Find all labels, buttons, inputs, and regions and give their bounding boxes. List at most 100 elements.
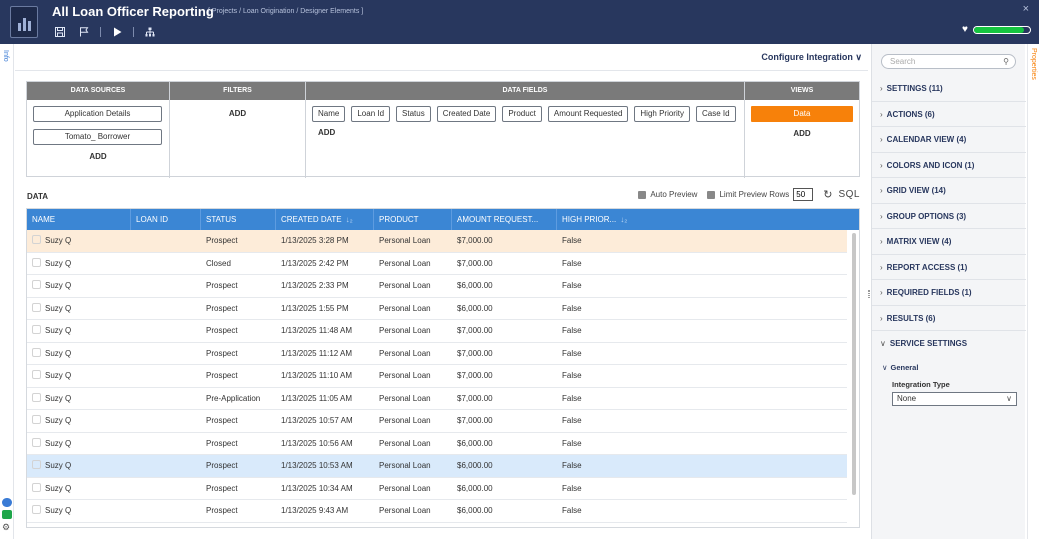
general-subsection[interactable]: ∨ General [882, 362, 919, 372]
cell-name: Suzy Q [27, 478, 131, 500]
data-source-chip[interactable]: Application Details [33, 106, 162, 122]
column-header-created-date[interactable]: CREATED DATE ↓₂ [276, 209, 374, 230]
section-service-settings[interactable]: ∨ SERVICE SETTINGS [880, 339, 968, 348]
column-header-amount-requested[interactable]: AMOUNT REQUEST... [452, 209, 557, 230]
property-section[interactable]: › SETTINGS (11) [872, 76, 1026, 102]
table-row[interactable]: Suzy Q Prospect 1/13/2025 9:43 AM Personal … [27, 500, 847, 523]
add-filter-button[interactable]: ADD [228, 109, 247, 118]
table-row[interactable]: Suzy Q Prospect 1/13/2025 10:57 AM Personal… [27, 410, 847, 433]
data-field-chip[interactable]: High Priority [634, 106, 690, 122]
cell-loan-id [131, 320, 201, 342]
data-fields-column: DATA FIELDS Name Loan Id Status Created … [306, 82, 745, 178]
configure-integration-button[interactable]: Configure Integration ∨ [761, 52, 862, 62]
add-data-field-button[interactable]: ADD [318, 128, 336, 137]
table-row[interactable]: Suzy Q Prospect 1/13/2025 3:28 PM Personal … [27, 230, 847, 253]
row-status-icon [32, 370, 41, 380]
heart-icon[interactable]: ♥ [962, 24, 968, 35]
data-field-chip[interactable]: Case Id [695, 106, 736, 122]
auto-preview-label: Auto Preview [650, 190, 698, 199]
sort-ascending-icon[interactable]: ↓₂ [345, 215, 353, 224]
table-row[interactable]: Suzy Q Closed 1/13/2025 2:42 PM Personal Lo… [27, 252, 847, 275]
table-row[interactable]: Suzy Q Prospect 1/13/2025 2:33 PM Personal … [27, 275, 847, 298]
save-icon[interactable] [52, 25, 68, 39]
cell-product: Personal Loan [379, 483, 431, 493]
table-row[interactable]: Suzy Q Pre-Application 1/13/2025 11:05 AM P… [27, 387, 847, 410]
data-field-chip[interactable]: Product [502, 106, 542, 122]
hierarchy-icon[interactable] [142, 25, 158, 39]
chevron-right-icon: › [880, 84, 883, 93]
play-icon[interactable] [109, 25, 125, 39]
property-section[interactable]: › RESULTS (6) [872, 306, 1026, 331]
auto-preview-checkbox[interactable] [638, 190, 647, 199]
column-header-product[interactable]: PRODUCT [374, 209, 452, 230]
settings-gear-icon[interactable]: ⚙ [2, 522, 11, 532]
close-icon[interactable]: × [1022, 3, 1029, 15]
chevron-right-icon: › [880, 262, 883, 272]
property-section[interactable]: › REQUIRED FIELDS (1) [872, 280, 1026, 306]
cell-amount: $6,000.00 [457, 303, 493, 313]
help-icon[interactable] [2, 498, 12, 507]
cell-amount: $6,000.00 [457, 506, 493, 515]
chevron-down-icon: ∨ [882, 362, 888, 372]
document-icon[interactable] [2, 510, 12, 519]
cell-loan-id [131, 298, 201, 320]
data-field-chip[interactable]: Amount Requested [547, 106, 629, 122]
data-field-chip[interactable]: Name [312, 106, 346, 122]
sql-button[interactable]: SQL [838, 189, 860, 200]
cell-product: Personal Loan [379, 393, 431, 403]
property-section[interactable]: › GRID VIEW (14) [872, 178, 1026, 204]
table-row[interactable]: Suzy Q Prospect 1/13/2025 11:48 AM Personal… [27, 320, 847, 343]
data-source-chip[interactable]: Tomato_ Borrower [33, 129, 162, 145]
cell-name: Suzy Q [27, 320, 131, 342]
table-row[interactable]: Suzy Q Prospect 1/13/2025 10:34 AM Personal… [27, 477, 847, 500]
add-view-button[interactable]: ADD [793, 129, 811, 138]
properties-search-input[interactable]: Search ⚲ [881, 54, 1016, 69]
cell-name: Suzy Q [27, 230, 131, 252]
properties-tab[interactable]: Properties [1027, 44, 1039, 539]
chevron-right-icon: › [880, 160, 883, 170]
sort-icon[interactable]: ↓₂ [620, 215, 628, 224]
property-section[interactable]: › REPORT ACCESS (1) [872, 255, 1026, 280]
search-icon[interactable]: ⚲ [1003, 57, 1009, 66]
main-content: Configure Integration ∨ DATA SOURCES App… [15, 44, 868, 539]
cell-priority: False [562, 461, 582, 470]
cell-product: Personal Loan [379, 506, 431, 515]
column-header-loan-id[interactable]: LOAN ID [131, 209, 201, 230]
cell-created-date: 1/13/2025 11:48 AM [281, 326, 353, 335]
property-section[interactable]: › CALENDAR VIEW (4) [872, 127, 1026, 153]
table-row[interactable]: Suzy Q Prospect 1/13/2025 11:10 AM Personal… [27, 365, 847, 388]
info-tab[interactable]: Info [2, 50, 9, 62]
table-row[interactable]: Suzy Q Prospect 1/13/2025 1:55 PM Personal … [27, 297, 847, 320]
property-section[interactable]: › COLORS AND ICON (1) [872, 153, 1026, 178]
cell-priority: False [562, 281, 582, 290]
row-status-icon [32, 325, 41, 335]
flag-icon[interactable] [76, 25, 92, 39]
breadcrumb[interactable]: [ Projects / Loan Origination / Designer… [208, 8, 364, 15]
column-header-high-priority[interactable]: HIGH PRIOR... ↓₂ [562, 215, 628, 224]
cell-created-date: 1/13/2025 10:57 AM [281, 416, 353, 425]
cell-loan-id [131, 433, 201, 455]
table-row[interactable]: Suzy Q Prospect 1/13/2025 10:56 AM Personal… [27, 432, 847, 455]
data-view-chip[interactable]: Data [751, 106, 853, 122]
property-section[interactable]: › GROUP OPTIONS (3) [872, 204, 1026, 229]
property-section[interactable]: › MATRIX VIEW (4) [872, 229, 1026, 255]
limit-rows-checkbox[interactable] [707, 190, 716, 199]
chevron-right-icon: › [880, 109, 883, 119]
cell-product: Personal Loan [379, 236, 431, 245]
grid-scrollbar[interactable] [852, 233, 856, 495]
integration-type-select[interactable]: None ∨ [892, 391, 1017, 406]
data-field-chip[interactable]: Status [396, 106, 431, 122]
data-field-chip[interactable]: Loan Id [351, 106, 391, 122]
cell-status: Prospect [206, 281, 238, 290]
cell-product: Personal Loan [379, 438, 431, 448]
panel-splitter-handle[interactable] [868, 290, 870, 298]
column-header-status[interactable]: STATUS [201, 209, 276, 230]
limit-rows-input[interactable] [793, 188, 814, 201]
table-row[interactable]: Suzy Q Prospect 1/13/2025 11:12 AM Personal… [27, 342, 847, 365]
refresh-icon[interactable]: ↻ [823, 189, 833, 201]
column-header-name[interactable]: NAME [27, 209, 131, 230]
table-row[interactable]: Suzy Q Prospect 1/13/2025 10:53 AM Personal… [27, 455, 847, 478]
data-field-chip[interactable]: Created Date [436, 106, 497, 122]
property-section[interactable]: › ACTIONS (6) [872, 102, 1026, 127]
add-data-source-button[interactable]: ADD [89, 152, 107, 161]
